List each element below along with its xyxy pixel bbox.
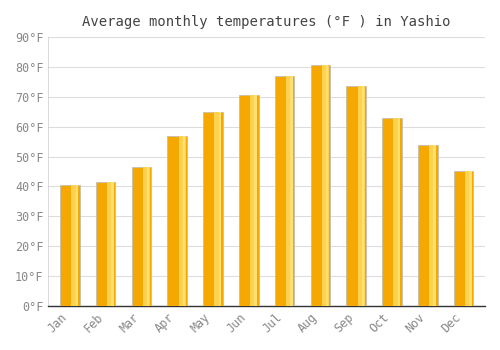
Bar <box>250 95 257 306</box>
Bar <box>107 182 114 306</box>
Bar <box>254 95 257 306</box>
Bar <box>203 112 223 306</box>
Bar <box>362 86 364 306</box>
Bar <box>465 172 472 306</box>
Bar <box>394 118 400 306</box>
Bar <box>358 86 364 306</box>
Bar <box>183 136 186 306</box>
Bar <box>76 185 78 306</box>
Bar <box>326 65 328 306</box>
Title: Average monthly temperatures (°F ) in Yashio: Average monthly temperatures (°F ) in Ya… <box>82 15 451 29</box>
Bar <box>147 167 150 306</box>
Bar <box>112 182 114 306</box>
Bar <box>178 136 186 306</box>
Bar <box>218 112 221 306</box>
Bar <box>418 145 438 306</box>
Bar <box>310 65 330 306</box>
Bar <box>290 76 292 306</box>
Bar <box>454 172 473 306</box>
Bar <box>143 167 150 306</box>
Bar <box>398 118 400 306</box>
Bar <box>429 145 436 306</box>
Bar <box>72 185 78 306</box>
Bar <box>168 136 187 306</box>
Bar <box>274 76 294 306</box>
Bar <box>286 76 293 306</box>
Bar <box>322 65 328 306</box>
Bar <box>469 172 472 306</box>
Bar <box>382 118 402 306</box>
Bar <box>214 112 222 306</box>
Bar <box>132 167 152 306</box>
Bar <box>434 145 436 306</box>
Bar <box>60 185 80 306</box>
Bar <box>346 86 366 306</box>
Bar <box>96 182 116 306</box>
Bar <box>239 95 258 306</box>
